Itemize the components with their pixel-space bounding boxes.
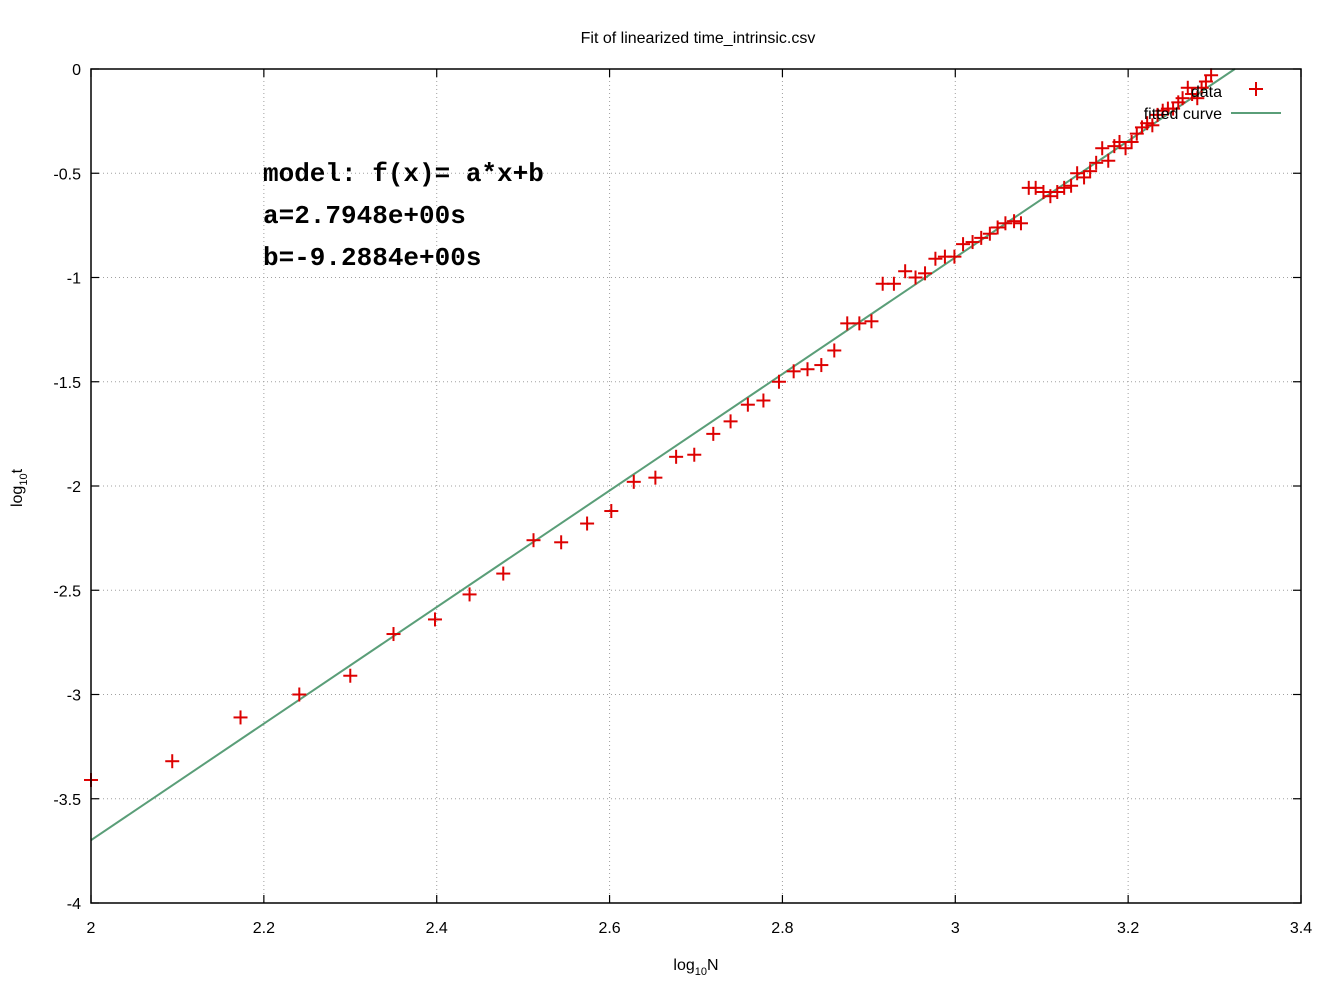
data-point xyxy=(1083,164,1098,179)
data-point xyxy=(1190,91,1205,106)
x-tick-label: 2.4 xyxy=(426,920,448,937)
data-point xyxy=(1175,91,1190,106)
data-point xyxy=(786,364,801,379)
data-point xyxy=(1028,180,1043,195)
data-point xyxy=(496,566,511,581)
y-tick-label: 0 xyxy=(72,62,81,79)
data-point xyxy=(580,516,595,531)
y-tick-label: -2 xyxy=(67,479,81,496)
data-point xyxy=(800,362,815,377)
data-point xyxy=(1145,118,1160,133)
data-point xyxy=(814,358,829,373)
data-point xyxy=(840,316,855,331)
data-point xyxy=(998,216,1013,231)
data-point xyxy=(526,533,541,548)
x-tick-label: 2.2 xyxy=(253,920,275,937)
fit-annotation-line: model: f(x)= a*x+b xyxy=(263,159,544,189)
data-point xyxy=(756,393,771,408)
y-tick-label: -0.5 xyxy=(53,166,81,183)
data-point xyxy=(723,414,738,429)
data-point xyxy=(292,687,307,702)
data-point xyxy=(886,276,901,291)
data-point xyxy=(1101,153,1116,168)
data-point xyxy=(1057,180,1072,195)
x-tick-label: 2.8 xyxy=(771,920,793,937)
data-point xyxy=(554,535,569,550)
data-point xyxy=(982,226,997,241)
data-point xyxy=(827,343,842,358)
grid-lines xyxy=(91,69,1301,903)
y-tick-label: -1.5 xyxy=(53,375,81,392)
data-point xyxy=(427,612,442,627)
data-point xyxy=(898,264,913,279)
legend: data fitted curve xyxy=(1144,82,1281,123)
data-point xyxy=(1118,141,1133,156)
data-points-layer xyxy=(84,68,1219,787)
data-point xyxy=(990,220,1005,235)
y-tick-label: -4 xyxy=(67,896,81,913)
legend-label-fitted-curve: fitted curve xyxy=(1144,106,1222,123)
fit-annotation-line: b=-9.2884e+00s xyxy=(263,243,481,273)
data-point xyxy=(947,249,962,264)
data-point xyxy=(1064,178,1079,193)
data-point xyxy=(604,504,619,519)
chart-title: Fit of linearized time_intrinsic.csv xyxy=(581,30,816,47)
y-tick-label: -3.5 xyxy=(53,792,81,809)
data-point xyxy=(1077,170,1092,185)
data-point xyxy=(864,314,879,329)
data-point xyxy=(771,374,786,389)
data-point xyxy=(974,230,989,245)
x-tick-label: 3.4 xyxy=(1290,920,1312,937)
data-point xyxy=(740,397,755,412)
axis-ticks: 2 2.2 2.4 2.6 2.8 3 3.2 3.4 0 -0.5 -1 -1.5 -2 -2.5 -3 -… xyxy=(53,62,1312,937)
data-point xyxy=(1007,214,1022,229)
x-axis-label: log10N xyxy=(673,957,718,978)
y-tick-label: -2.5 xyxy=(53,583,81,600)
data-point xyxy=(1095,141,1110,156)
data-point xyxy=(233,710,248,725)
data-point xyxy=(956,237,971,252)
data-point xyxy=(965,235,980,250)
data-point xyxy=(386,627,401,642)
data-point xyxy=(669,449,684,464)
y-tick-label: -1 xyxy=(67,271,81,288)
data-point xyxy=(1124,134,1139,149)
data-point xyxy=(706,426,721,441)
data-point xyxy=(343,668,358,683)
legend-marker-data xyxy=(1249,82,1263,96)
data-point xyxy=(908,270,923,285)
data-point xyxy=(626,474,641,489)
x-tick-label: 3 xyxy=(951,920,960,937)
y-axis-label: log10t xyxy=(9,468,30,507)
y-tick-label: -3 xyxy=(67,688,81,705)
data-point xyxy=(852,316,867,331)
fit-annotation: model: f(x)= a*x+b a=2.7948e+00s b=-9.2884… xyxy=(263,159,544,273)
data-point xyxy=(165,754,180,769)
x-tick-label: 2.6 xyxy=(598,920,620,937)
x-tick-label: 3.2 xyxy=(1117,920,1139,937)
data-point xyxy=(462,587,477,602)
legend-label-data: data xyxy=(1191,84,1222,101)
data-point xyxy=(1204,68,1219,83)
data-point xyxy=(687,447,702,462)
data-point xyxy=(1112,134,1127,149)
data-point xyxy=(648,470,663,485)
fit-annotation-line: a=2.7948e+00s xyxy=(263,201,466,231)
data-point xyxy=(918,266,933,281)
data-point xyxy=(928,251,943,266)
x-tick-label: 2 xyxy=(87,920,96,937)
data-point xyxy=(1089,155,1104,170)
data-point xyxy=(1013,216,1028,231)
